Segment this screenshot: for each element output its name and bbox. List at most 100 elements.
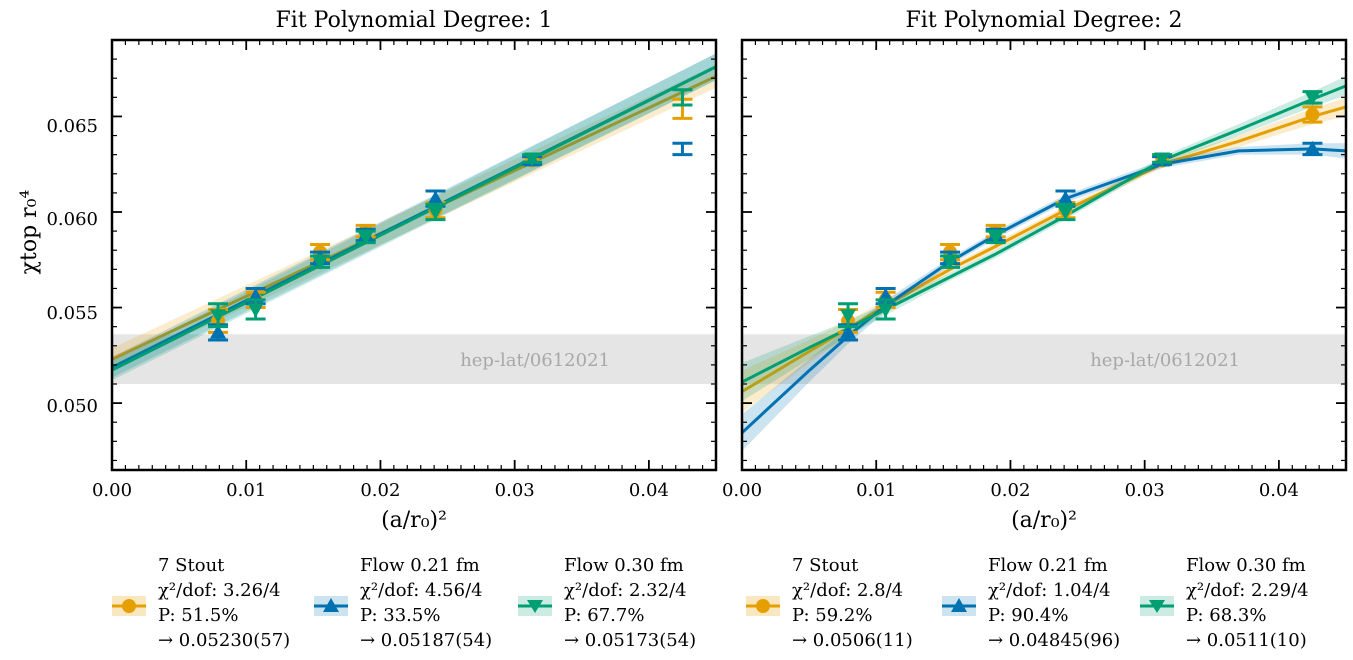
data-point [1305, 107, 1320, 122]
data-point [987, 230, 1004, 245]
x-tick-label: 0.04 [629, 480, 669, 501]
series-flow-0-30-fm [742, 76, 1346, 402]
x-tick-label: 0.03 [1125, 480, 1165, 501]
legend-entry: 7 Stout χ²/dof: 3.26/4 P: 51.5% → 0.0523… [112, 555, 290, 651]
legend-label: Flow 0.21 fm [360, 555, 480, 576]
y-tick-label: 0.065 [46, 116, 98, 137]
legend-chi2: χ²/dof: 2.29/4 [1186, 580, 1309, 601]
legend-label: Flow 0.30 fm [1186, 555, 1306, 576]
reference-band-label: hep-lat/0612021 [460, 350, 610, 371]
legend-extrap: → 0.05187(54) [360, 630, 492, 651]
panel-degree-1: Fit Polynomial Degree: 1 hep-lat/0612021… [17, 8, 718, 533]
data-point [210, 324, 227, 339]
data-point [357, 230, 374, 245]
legend-chi2: χ²/dof: 2.32/4 [564, 580, 687, 601]
reference-band-label: hep-lat/0612021 [1090, 350, 1240, 371]
legend-marker [527, 600, 543, 613]
data-points [208, 141, 693, 342]
legend-entry: Flow 0.21 fm χ²/dof: 4.56/4 P: 33.5% → 0… [314, 555, 492, 651]
legend-marker [122, 599, 136, 613]
legend-p: P: 33.5% [360, 605, 440, 626]
fit-band [742, 143, 1346, 452]
data-point [524, 152, 541, 167]
legend-entry: Flow 0.30 fm χ²/dof: 2.32/4 P: 67.7% → 0… [518, 555, 696, 651]
panel-title: Fit Polynomial Degree: 1 [276, 8, 553, 33]
legend-extrap: → 0.05230(57) [158, 630, 290, 651]
fit-line [112, 65, 716, 372]
panel-degree-2: Fit Polynomial Degree: 2 hep-lat/0612021… [722, 8, 1348, 533]
plot-frame [110, 38, 718, 472]
legend-chi2: χ²/dof: 2.8/4 [792, 580, 903, 601]
data-points [208, 97, 693, 334]
x-axis-label: (a/r₀)² [381, 508, 447, 533]
legend-chi2: χ²/dof: 1.04/4 [988, 580, 1111, 601]
legend-extrap: → 0.0511(10) [1186, 630, 1307, 651]
legend-p: P: 90.4% [988, 605, 1068, 626]
legend-extrap: → 0.04845(96) [988, 630, 1120, 651]
data-point [247, 303, 264, 318]
y-axis-label: χtop r₀⁴ [17, 189, 42, 274]
data-point [877, 303, 894, 318]
legend-p: P: 67.7% [564, 605, 644, 626]
legend-p: P: 59.2% [792, 605, 872, 626]
data-points [838, 140, 1323, 342]
fit-line [742, 147, 1346, 434]
x-tick-label: 0.04 [1259, 480, 1299, 501]
data-point [1304, 140, 1321, 155]
axis-ticks [741, 39, 1347, 470]
data-point [1304, 91, 1321, 106]
legend-p: P: 51.5% [158, 605, 238, 626]
panel-title: Fit Polynomial Degree: 2 [906, 8, 1183, 33]
data-point [210, 309, 227, 324]
data-point [840, 309, 857, 324]
legend-label: Flow 0.30 fm [564, 555, 684, 576]
legend-entry: 7 Stout χ²/dof: 2.8/4 P: 59.2% → 0.0506(… [746, 555, 913, 651]
data-point [1154, 152, 1171, 167]
legend-label: 7 Stout [158, 555, 225, 576]
legend-chi2: χ²/dof: 3.26/4 [158, 580, 281, 601]
x-tick-label: 0.02 [360, 480, 400, 501]
series-flow-0-21-fm [742, 143, 1346, 452]
legend-label: 7 Stout [792, 555, 859, 576]
fit-band [742, 97, 1346, 413]
legend-marker [1149, 600, 1165, 613]
data-point [427, 206, 444, 220]
legend-entry: Flow 0.21 fm χ²/dof: 1.04/4 P: 90.4% → 0… [942, 555, 1120, 651]
legend-marker [323, 598, 339, 612]
series-layer [742, 76, 1346, 452]
legend-degree-1: 7 Stout χ²/dof: 3.26/4 P: 51.5% → 0.0523… [112, 555, 696, 651]
legend-chi2: χ²/dof: 4.56/4 [360, 580, 483, 601]
data-point [1057, 206, 1074, 220]
legend-marker [756, 599, 770, 613]
y-tick-label: 0.060 [46, 209, 98, 230]
x-tick-label: 0.00 [92, 480, 132, 501]
x-tick-label: 0.02 [990, 480, 1030, 501]
data-points [208, 88, 693, 329]
legend-extrap: → 0.05173(54) [564, 630, 696, 651]
fit-line [742, 84, 1346, 384]
series-flow-0-30-fm [112, 53, 716, 381]
y-tick-label: 0.055 [46, 303, 98, 324]
legend-p: P: 68.3% [1186, 605, 1266, 626]
data-points [838, 90, 1323, 329]
x-tick-label: 0.03 [495, 480, 535, 501]
series-layer [112, 53, 716, 381]
legend-label: Flow 0.21 fm [988, 555, 1108, 576]
data-point [427, 190, 444, 205]
legend-entry: Flow 0.30 fm χ²/dof: 2.29/4 P: 68.3% → 0… [1140, 555, 1309, 651]
x-tick-label: 0.00 [722, 480, 762, 501]
legend-marker [951, 598, 967, 612]
x-axis-label: (a/r₀)² [1011, 508, 1077, 533]
legend-extrap: → 0.0506(11) [792, 630, 913, 651]
data-point [840, 324, 857, 339]
data-point [942, 255, 959, 270]
x-tick-label: 0.01 [856, 480, 896, 501]
reference-band [112, 334, 716, 384]
legend-degree-2: 7 Stout χ²/dof: 2.8/4 P: 59.2% → 0.0506(… [746, 555, 1309, 651]
plot-frame [740, 38, 1348, 472]
data-point [312, 255, 329, 270]
y-tick-label: 0.050 [46, 396, 98, 417]
x-tick-label: 0.01 [226, 480, 266, 501]
data-point [1057, 190, 1074, 205]
